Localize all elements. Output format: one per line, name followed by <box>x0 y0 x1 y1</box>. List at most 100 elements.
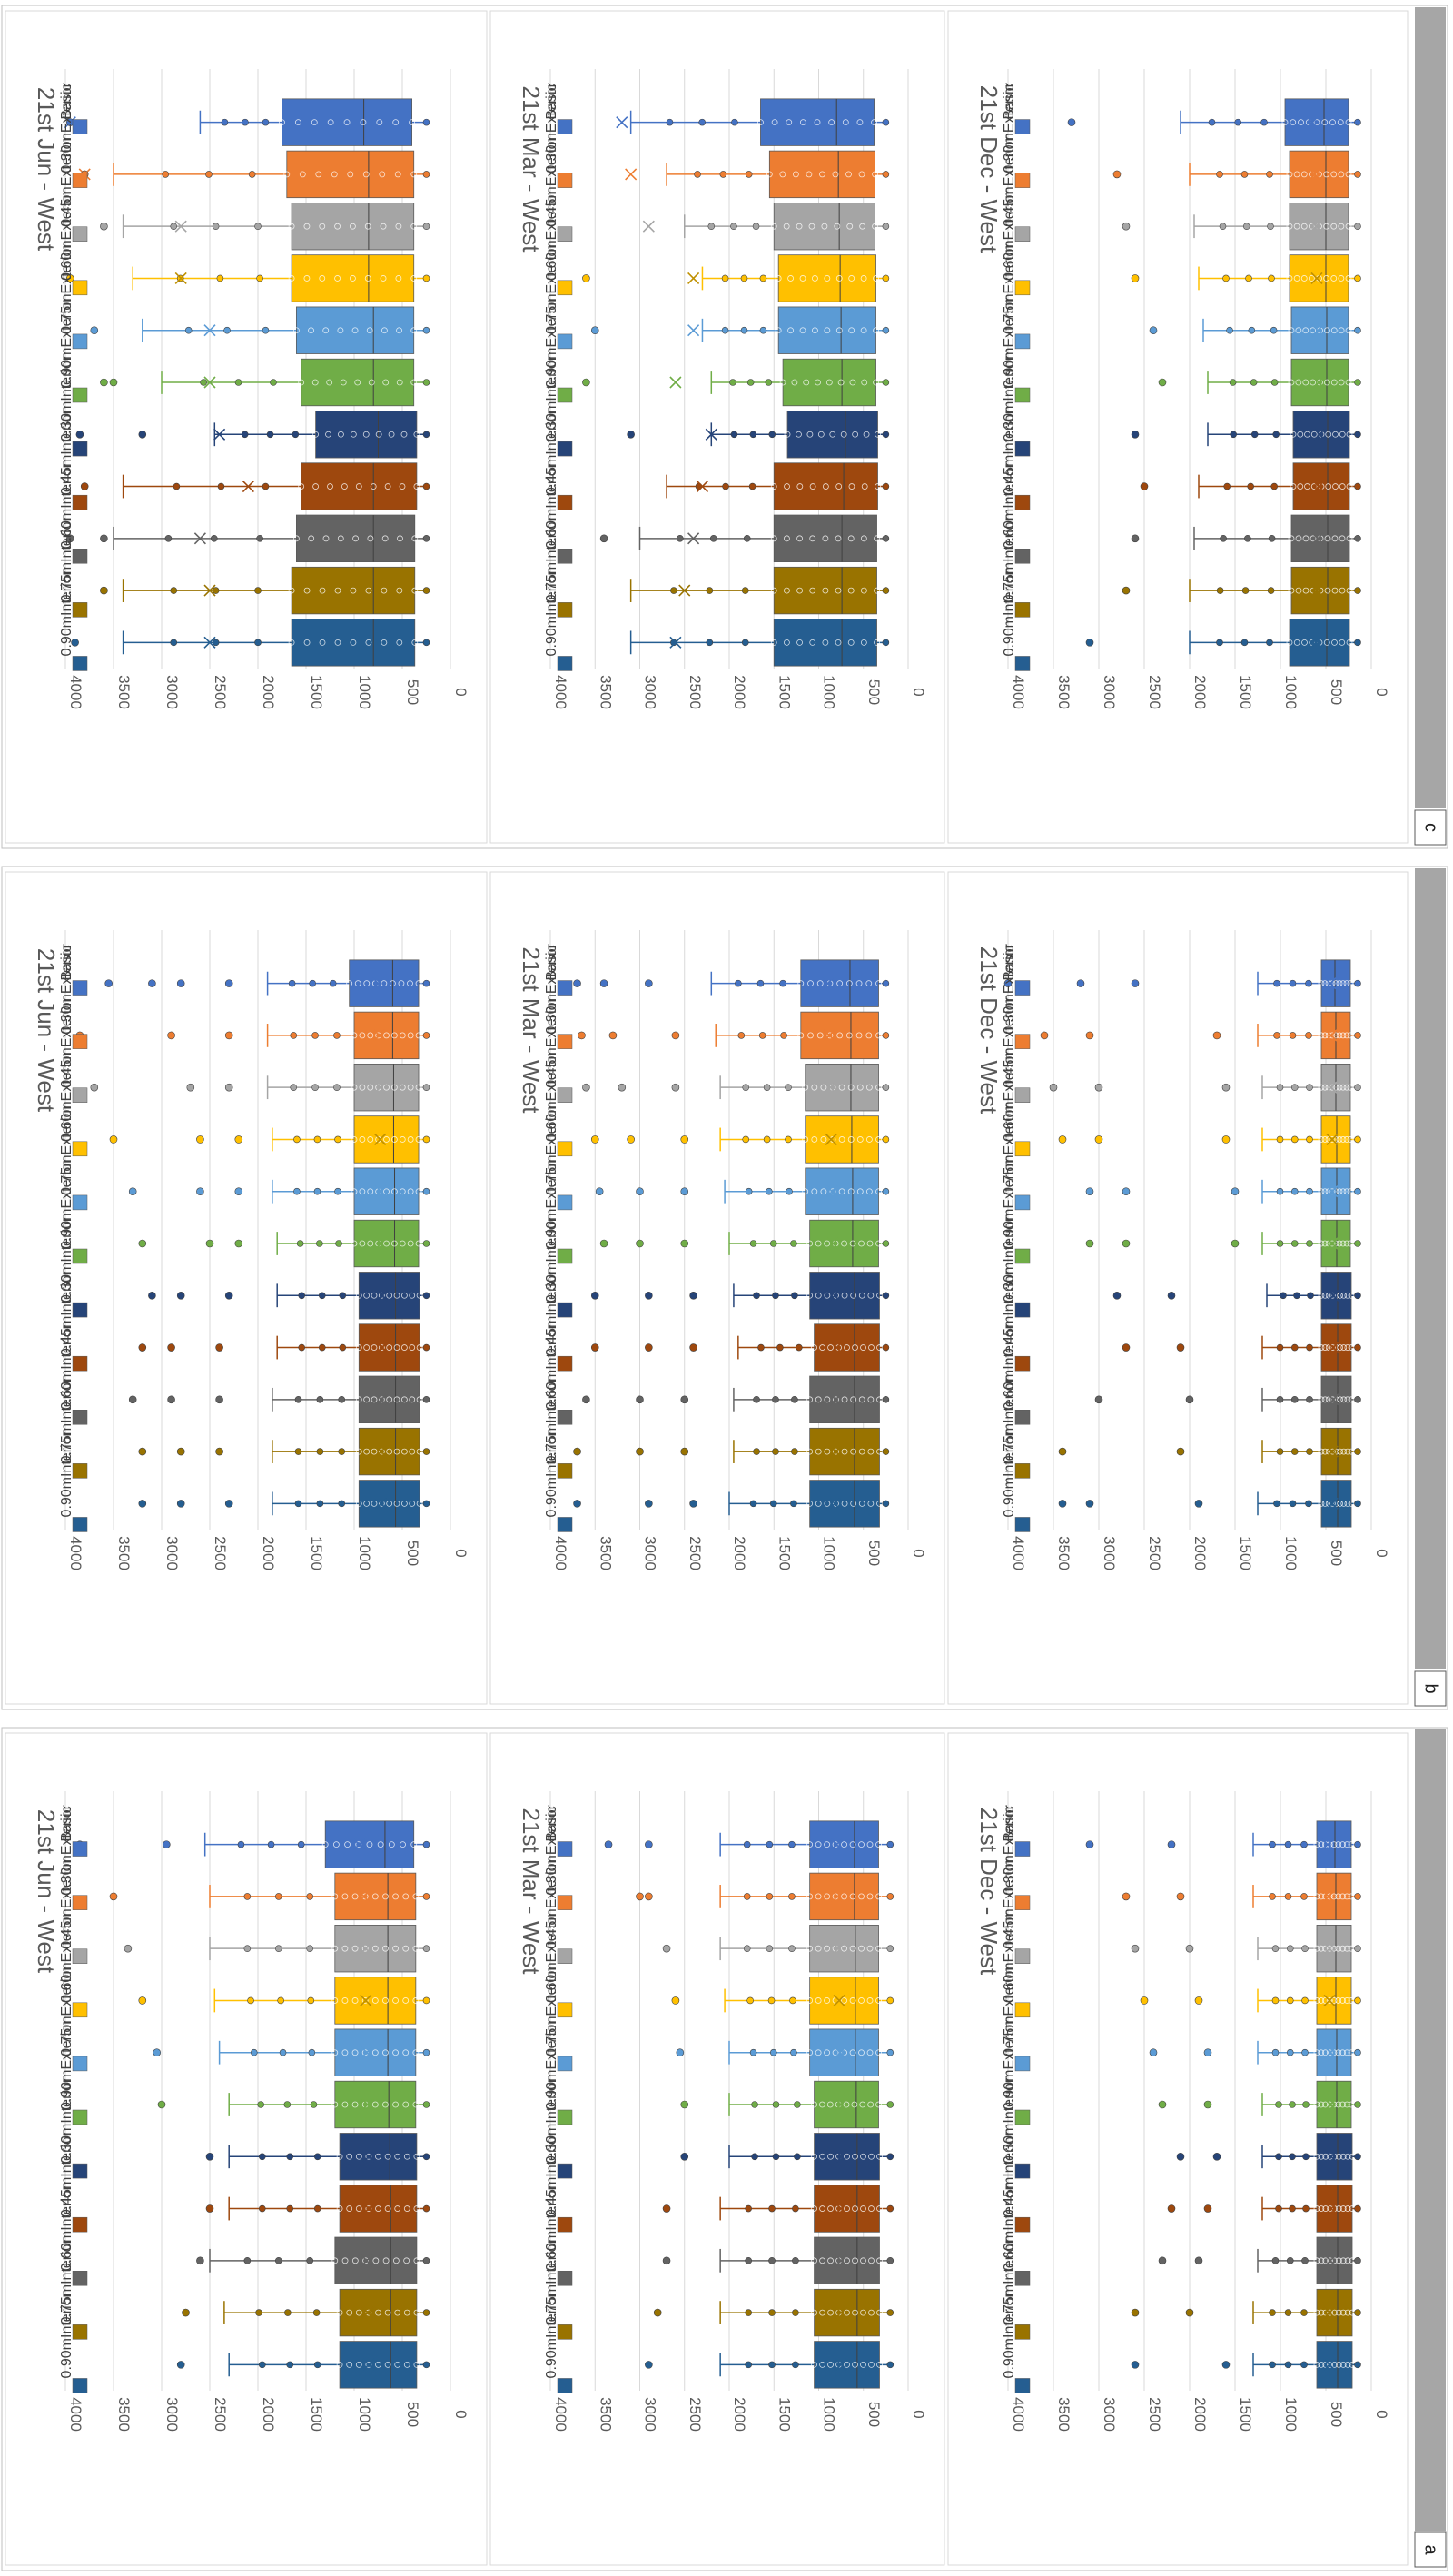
outlier-point <box>1122 222 1131 231</box>
series-0.30mExterior <box>636 1872 895 1921</box>
mean-marker <box>829 1445 842 1458</box>
chart-title: 21st Mar - West <box>518 85 545 253</box>
data-point <box>819 2309 825 2316</box>
data-point <box>412 1893 420 1900</box>
tick-label: 2000 <box>731 1536 748 1570</box>
data-point <box>859 223 866 230</box>
data-point <box>1321 1084 1329 1091</box>
data-point <box>371 1893 379 1900</box>
data-point <box>422 1240 430 1247</box>
data-point <box>1346 639 1353 646</box>
legend-swatch <box>557 333 573 350</box>
legend-label: 0.90mInterior <box>59 1432 74 1518</box>
data-point <box>852 2205 858 2212</box>
data-point <box>706 587 714 594</box>
data-point <box>381 535 389 542</box>
data-point <box>886 2101 895 2108</box>
data-point <box>838 1188 845 1195</box>
data-point <box>399 1136 406 1143</box>
data-point <box>286 2153 294 2161</box>
data-point <box>375 2309 381 2316</box>
data-point <box>1269 1840 1276 1848</box>
data-point <box>1345 379 1352 386</box>
data-point <box>806 2049 814 2056</box>
data-point <box>409 119 416 126</box>
data-point <box>1329 1188 1336 1195</box>
outlier-point <box>582 1395 590 1404</box>
legend-swatch <box>72 226 88 242</box>
outlier-point <box>1040 1031 1049 1040</box>
mean-marker <box>835 2358 847 2371</box>
data-point <box>819 1344 825 1351</box>
data-point <box>1302 327 1310 334</box>
data-point <box>350 639 357 646</box>
series-0.75mExterior <box>676 2028 895 2076</box>
data-point <box>319 275 326 282</box>
legend-swatch <box>557 1463 573 1479</box>
legend-label: 0.45mExterior <box>1002 135 1017 226</box>
mean-marker <box>361 2254 373 2267</box>
data-point <box>788 1945 796 1952</box>
legend-label: 0.45mExterior <box>1002 996 1017 1087</box>
series-0.30mInterior <box>627 411 890 459</box>
data-point <box>403 2205 410 2212</box>
mean-marker <box>362 2202 375 2215</box>
data-point <box>1354 1343 1361 1352</box>
data-point <box>806 1448 814 1455</box>
data-point <box>422 1343 430 1352</box>
series-0.60mExterior <box>1058 1115 1361 1164</box>
data-point <box>745 2257 752 2264</box>
series-0.30mExterior <box>578 1011 890 1060</box>
box <box>358 1375 420 1423</box>
data-point <box>882 1187 890 1195</box>
data-point <box>1340 1448 1348 1455</box>
legend-label: 0.45mExterior <box>59 135 74 226</box>
data-point <box>383 1136 390 1143</box>
legend-swatch <box>557 1141 573 1157</box>
data-point <box>841 1893 847 1900</box>
data-point <box>786 1187 793 1195</box>
data-point <box>1306 1135 1313 1144</box>
tick-label: 2500 <box>1146 2397 1163 2432</box>
data-point <box>824 275 831 282</box>
data-point <box>351 1136 358 1143</box>
data-point <box>1321 1136 1329 1143</box>
data-point <box>833 1396 839 1403</box>
data-point <box>849 1240 856 1247</box>
outlier-point <box>1167 1840 1176 1848</box>
legend-swatch <box>72 173 88 188</box>
data-point <box>286 2204 294 2213</box>
data-point <box>721 274 729 282</box>
outlier-point <box>1203 2204 1212 2213</box>
data-point <box>422 118 430 126</box>
data-point <box>270 379 277 386</box>
data-point <box>1326 1945 1333 1952</box>
tick-label: 500 <box>865 2402 883 2427</box>
data-point <box>1339 2361 1347 2368</box>
series-Basic <box>64 98 430 146</box>
legend-label: 0.45mExterior <box>1002 1858 1017 1948</box>
data-point <box>1331 2361 1338 2368</box>
legend: Basic0.30mExterior0.45mExterior0.60mExte… <box>1002 82 1031 671</box>
data-point <box>875 1841 882 1848</box>
outlier-point <box>653 2308 662 2317</box>
data-point <box>875 1136 882 1143</box>
mean-marker <box>1324 2254 1337 2267</box>
outlier-point <box>604 1840 613 1848</box>
box <box>1290 306 1349 354</box>
data-point <box>729 379 736 386</box>
data-point <box>1276 1240 1284 1247</box>
outlier-point <box>100 378 108 387</box>
data-point <box>311 1032 319 1039</box>
data-point <box>797 1032 805 1039</box>
chart-title: 21st Jun - West <box>33 87 60 252</box>
data-point <box>1354 1996 1361 2005</box>
data-point <box>422 326 430 334</box>
legend-swatch <box>1014 602 1031 618</box>
data-point <box>389 980 396 987</box>
data-point <box>371 1945 379 1952</box>
data-point <box>1248 326 1256 334</box>
data-point <box>827 2153 834 2160</box>
data-point <box>344 1841 351 1848</box>
data-point <box>1300 2309 1308 2316</box>
